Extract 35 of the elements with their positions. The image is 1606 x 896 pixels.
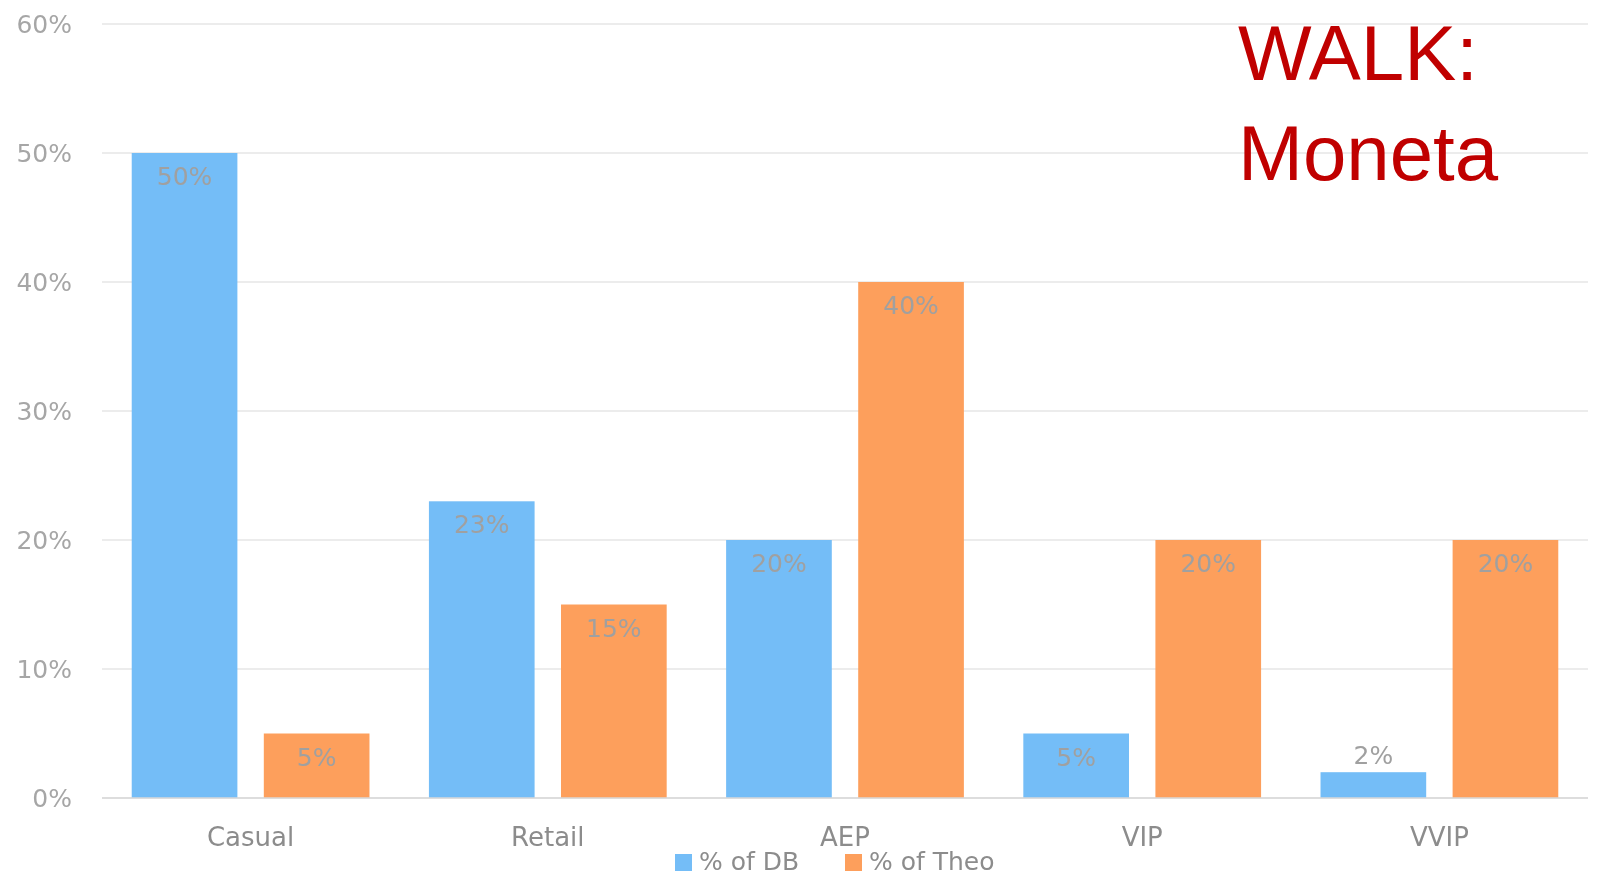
y-tick-label: 30% bbox=[16, 396, 72, 426]
x-tick-label: AEP bbox=[820, 822, 870, 852]
bar bbox=[1023, 733, 1129, 798]
bar bbox=[1155, 540, 1262, 798]
data-label: 40% bbox=[883, 291, 939, 320]
x-tick-label: VIP bbox=[1121, 822, 1163, 852]
y-tick-label: 10% bbox=[16, 654, 72, 684]
bar bbox=[726, 540, 832, 798]
data-label: 2% bbox=[1353, 741, 1394, 771]
x-tick-label: Retail bbox=[511, 822, 585, 852]
y-tick-label: 60% bbox=[16, 9, 72, 39]
y-tick-label: 0% bbox=[32, 783, 72, 813]
bar bbox=[858, 282, 964, 798]
legend-label: % of Theo bbox=[869, 847, 995, 876]
data-label: 5% bbox=[296, 742, 337, 772]
bar bbox=[131, 153, 238, 798]
bar bbox=[263, 733, 370, 798]
data-label: 20% bbox=[751, 549, 807, 578]
data-label: 50% bbox=[156, 162, 213, 191]
bar bbox=[428, 501, 535, 798]
data-label: 23% bbox=[453, 510, 510, 540]
data-label: 20% bbox=[1477, 549, 1534, 578]
legend-label: % of DB bbox=[699, 847, 800, 876]
bar bbox=[1452, 540, 1559, 798]
data-label: 20% bbox=[1180, 549, 1237, 578]
y-tick-label: 20% bbox=[16, 525, 72, 555]
data-label: 15% bbox=[586, 613, 642, 643]
y-tick-label: 40% bbox=[16, 267, 72, 297]
bar bbox=[561, 604, 667, 798]
bar bbox=[1320, 772, 1427, 798]
x-tick-label: Casual bbox=[206, 822, 295, 852]
y-tick-label: 50% bbox=[16, 138, 72, 168]
text: WALK: Moneta bbox=[1238, 9, 1499, 197]
x-tick-label: VVIP bbox=[1409, 822, 1469, 852]
data-label: 5% bbox=[1056, 742, 1096, 772]
